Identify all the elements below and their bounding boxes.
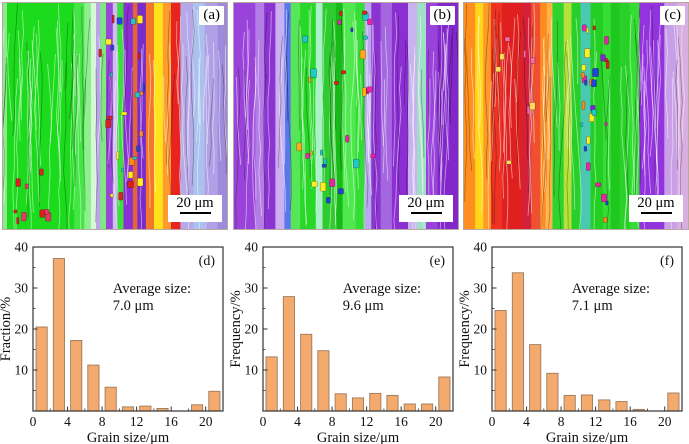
histogram-plot-e: 0 4 8 12 16 20 10 20 30 40 Grain size/μm Frequency/…	[228, 240, 454, 444]
svg-text:20: 20	[15, 322, 29, 337]
svg-text:(e): (e)	[429, 254, 445, 269]
scale-bar-c: 20 μm	[629, 195, 683, 222]
svg-text:4: 4	[294, 414, 301, 429]
scale-bar-text-c: 20 μm	[637, 195, 675, 211]
svg-text:12: 12	[589, 414, 603, 429]
svg-text:12: 12	[130, 414, 144, 429]
scale-bar-text-a: 20 μm	[176, 195, 214, 211]
panel-label-a: (a)	[199, 6, 224, 25]
ebsd-image-c	[464, 3, 688, 229]
svg-text:Frequency/%: Frequency/%	[459, 290, 473, 367]
svg-text:8: 8	[329, 414, 336, 429]
svg-text:7.0 μm: 7.0 μm	[113, 298, 155, 314]
svg-text:16: 16	[394, 414, 408, 429]
panel-label-b: (b)	[429, 6, 455, 25]
svg-text:20: 20	[474, 322, 488, 337]
ebsd-image-a	[3, 3, 227, 229]
svg-text:4: 4	[64, 414, 71, 429]
svg-text:Fraction/%: Fraction/%	[0, 297, 14, 361]
svg-text:0: 0	[489, 414, 496, 429]
svg-text:Frequency/%: Frequency/%	[230, 290, 244, 367]
svg-text:0: 0	[30, 414, 37, 429]
svg-text:(f): (f)	[660, 254, 674, 269]
svg-text:8: 8	[558, 414, 565, 429]
panel-label-c: (c)	[660, 6, 685, 25]
svg-text:4: 4	[523, 414, 530, 429]
scale-bar-text-b: 20 μm	[407, 195, 445, 211]
svg-text:Grain size/μm: Grain size/μm	[317, 430, 400, 444]
scale-bar-a: 20 μm	[168, 195, 222, 222]
svg-text:30: 30	[245, 281, 259, 296]
histogram-d: 0 4 8 12 16 20 10 20 30 40 Grain size/μm Fraction/%…	[0, 238, 230, 444]
svg-text:10: 10	[15, 363, 29, 378]
svg-text:20: 20	[658, 414, 672, 429]
svg-text:(d): (d)	[199, 254, 216, 269]
ebsd-map-a: (a) 20 μm	[2, 2, 228, 230]
svg-text:16: 16	[164, 414, 178, 429]
svg-text:Grain size/μm: Grain size/μm	[546, 430, 629, 444]
svg-text:20: 20	[245, 322, 259, 337]
svg-text:30: 30	[474, 281, 488, 296]
ebsd-image-b	[234, 3, 458, 229]
svg-text:40: 40	[15, 240, 29, 255]
svg-text:Grain size/μm: Grain size/μm	[87, 430, 170, 444]
ebsd-map-b: (b) 20 μm	[233, 2, 459, 230]
svg-text:30: 30	[15, 281, 29, 296]
histogram-plot-f: 0 4 8 12 16 20 10 20 30 40 Grain size/μm Frequency/…	[457, 240, 683, 444]
svg-text:Average size:: Average size:	[343, 281, 421, 297]
svg-text:40: 40	[245, 240, 259, 255]
svg-text:20: 20	[199, 414, 213, 429]
scale-bar-line-c	[640, 212, 672, 214]
svg-text:20: 20	[429, 414, 443, 429]
ebsd-map-c: (c) 20 μm	[463, 2, 689, 230]
svg-text:10: 10	[474, 363, 488, 378]
svg-text:0: 0	[260, 414, 267, 429]
histogram-plot-d: 0 4 8 12 16 20 10 20 30 40 Grain size/μm Fraction/%…	[0, 240, 224, 444]
svg-text:9.6 μm: 9.6 μm	[343, 298, 385, 314]
svg-text:40: 40	[474, 240, 488, 255]
svg-text:16: 16	[623, 414, 637, 429]
svg-text:12: 12	[360, 414, 374, 429]
svg-text:Average size:: Average size:	[572, 281, 650, 297]
svg-text:7.1 μm: 7.1 μm	[572, 298, 614, 314]
scale-bar-line-b	[410, 212, 442, 214]
histogram-e: 0 4 8 12 16 20 10 20 30 40 Grain size/μm Frequency/…	[228, 238, 460, 444]
scale-bar-b: 20 μm	[399, 195, 453, 222]
svg-text:10: 10	[245, 363, 259, 378]
svg-text:8: 8	[99, 414, 106, 429]
svg-text:Average size:: Average size:	[113, 281, 191, 297]
histogram-f: 0 4 8 12 16 20 10 20 30 40 Grain size/μm Frequency/…	[457, 238, 689, 444]
scale-bar-line-a	[179, 212, 211, 214]
